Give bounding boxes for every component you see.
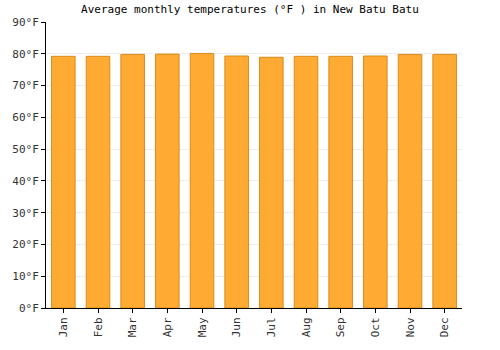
svg-text:May: May <box>196 317 209 337</box>
svg-text:0°F: 0°F <box>19 302 39 315</box>
svg-text:10°F: 10°F <box>12 270 39 283</box>
svg-text:50°F: 50°F <box>12 143 39 156</box>
svg-text:Jun: Jun <box>230 317 243 337</box>
svg-text:70°F: 70°F <box>12 79 39 92</box>
svg-text:80°F: 80°F <box>12 48 39 61</box>
svg-text:Feb: Feb <box>92 317 105 337</box>
svg-text:Dec: Dec <box>438 317 451 337</box>
svg-text:Mar: Mar <box>126 317 139 337</box>
svg-text:Aug: Aug <box>300 317 313 337</box>
svg-text:Nov: Nov <box>404 317 417 337</box>
svg-text:Apr: Apr <box>161 317 174 337</box>
svg-text:30°F: 30°F <box>12 207 39 220</box>
svg-text:20°F: 20°F <box>12 238 39 251</box>
svg-text:Jul: Jul <box>265 317 278 337</box>
svg-text:Sep: Sep <box>334 317 347 337</box>
svg-text:Jan: Jan <box>57 317 70 337</box>
svg-text:40°F: 40°F <box>12 175 39 188</box>
svg-text:Average monthly temperatures (: Average monthly temperatures (°F ) in Ne… <box>81 3 419 16</box>
svg-text:Oct: Oct <box>369 317 382 337</box>
svg-text:60°F: 60°F <box>12 111 39 124</box>
svg-text:90°F: 90°F <box>12 16 39 29</box>
